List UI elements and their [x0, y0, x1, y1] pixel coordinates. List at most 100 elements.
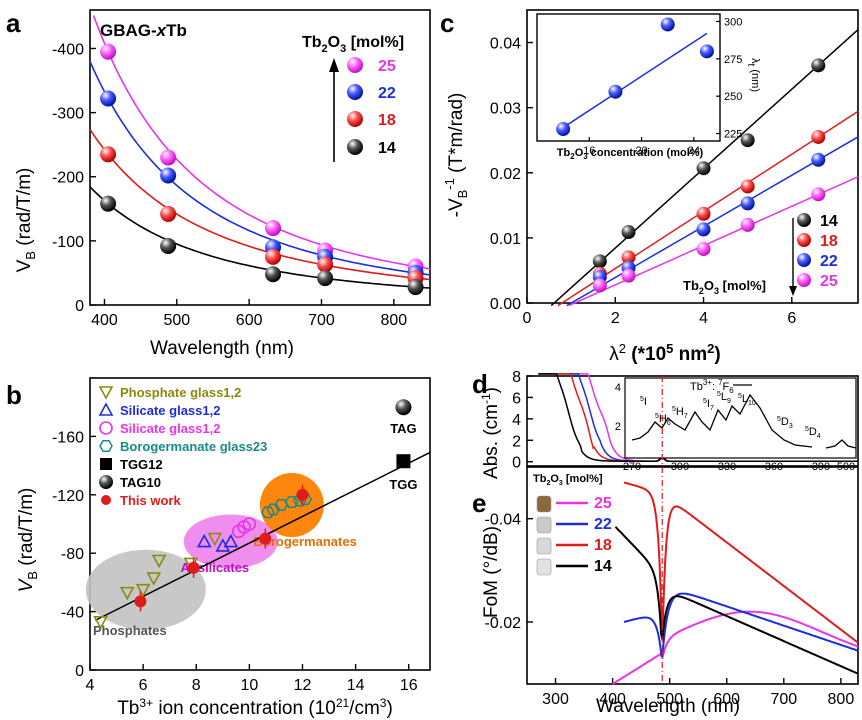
panel-b-ylabel: VB (rad/T/m)	[16, 488, 40, 593]
panel-a-point-18	[265, 248, 282, 265]
panel-d-inset-transition-label: 5I7	[703, 398, 714, 412]
panel-b-xtick-label: 14	[347, 677, 365, 694]
panel-c-ytick-label: 0.00	[490, 296, 521, 313]
panel-b-region-label: Borogermanates	[254, 534, 357, 549]
panel-e: e FoM (°/dB) Wavelength (nm) 300 400 500 60…	[472, 466, 859, 717]
panel-c-point-25	[592, 278, 607, 293]
panel-c-point-18	[621, 250, 636, 265]
panel-c-xtick-label: 6	[787, 310, 796, 327]
panel-a-fit-22	[89, 61, 431, 276]
panel-b-xtick-label: 16	[400, 677, 418, 694]
panel-e-legend-label-22: 22	[594, 516, 612, 533]
panel-e-ytick-label: -0.02	[485, 615, 522, 632]
panel-e-xlabel: Wavelength (nm)	[596, 696, 740, 717]
panel-e-legend-label-14: 14	[594, 558, 612, 575]
panel-a-ytick-label: -200	[52, 170, 84, 187]
panel-b-xtick-label: 4	[86, 677, 95, 694]
panel-a-point-25	[160, 149, 177, 166]
panel-b-point-this-work	[134, 595, 147, 608]
panel-d-ylabel: Abs. (cm-1)	[479, 387, 502, 479]
panel-e-ylabel: FoM (°/dB)	[481, 526, 502, 618]
panel-b-ytick-label: -40	[61, 605, 84, 622]
panel-c-point-22	[740, 196, 755, 211]
panel-b-region-borogermanates	[259, 473, 324, 538]
panel-b-point-phosphate	[135, 583, 151, 598]
panel-d-inset-transition-label: 5D3	[777, 416, 793, 430]
panel-a-xtick-label: 500	[163, 312, 190, 329]
panel-c-ytick-label: 0.03	[490, 101, 521, 118]
panel-e-letter: e	[472, 488, 486, 518]
panel-b-point-silicate-blue	[196, 533, 212, 548]
panel-c-inset-point	[556, 122, 571, 137]
panel-b-xtick-label: 10	[240, 677, 258, 694]
panel-c-point-25	[811, 187, 826, 202]
panel-a-fit-25	[92, 15, 431, 270]
panel-d-ytick-label: 2	[512, 433, 521, 450]
panel-c-frame	[526, 9, 859, 304]
panel-a-xlabel: Wavelength (nm)	[150, 338, 294, 359]
panel-c-fit-25	[568, 176, 859, 307]
panel-c-fit-22	[566, 136, 859, 307]
panel-a-xtick-label: 400	[91, 312, 118, 329]
panel-b-point-this-work	[259, 532, 272, 545]
panel-a-point-14	[265, 266, 282, 283]
panel-c-legend-title: Tb2O3 [mol%]	[683, 278, 766, 296]
panel-c-point-22	[696, 222, 711, 237]
panel-c-legend-marker-22	[797, 253, 811, 267]
panel-c-legend-marker-18	[797, 233, 811, 247]
panel-c-legend-label-14: 14	[820, 213, 838, 230]
panel-c-inset-xtick-label: 20	[635, 145, 647, 157]
panel-b-label-tgg: TGG	[389, 477, 417, 492]
panel-b-legend-label: Borogermanate glass23	[120, 439, 267, 454]
panel-b-legend-label: Silicate glass1,2	[120, 421, 220, 436]
panel-b-legend-label: TGG12	[120, 457, 163, 472]
panel-e-fom-14	[614, 526, 858, 675]
panel-c-point-25	[696, 241, 711, 256]
panel-a-point-18	[317, 256, 334, 273]
panel-a-xtick-label: 800	[380, 312, 407, 329]
panel-c-point-14	[811, 58, 826, 73]
panel-b-ytick-label: -80	[61, 546, 84, 563]
panel-e-legend-label-25: 25	[594, 495, 612, 512]
panel-a-title: GBAG-xTb	[100, 21, 187, 40]
panel-c-point-25	[621, 268, 636, 283]
panel-d-inset-transition-label: 5H7	[672, 406, 688, 420]
panel-b-xtick-label: 12	[294, 677, 312, 694]
panel-b-point-borogermanate	[274, 499, 289, 511]
panel-a-legend-label-25: 25	[378, 58, 396, 75]
panel-b-frame	[89, 377, 431, 671]
panel-c-inset-xlabel: Tb2O3 concentration (mol%)	[557, 147, 704, 161]
panel-e-xtick-label: 600	[713, 691, 740, 708]
panel-a-point-14	[100, 195, 117, 212]
panel-a-point-22	[160, 167, 177, 184]
panel-a-legend-label-22: 22	[378, 85, 396, 102]
panel-e-xtick-label: 700	[770, 691, 797, 708]
panel-b-ytick-label: 0	[75, 663, 84, 680]
panel-b-xtick-label: 6	[139, 677, 148, 694]
panel-d-inset-frame	[624, 377, 857, 459]
panel-c-ytick-label: 0.02	[490, 166, 521, 183]
panel-e-fom-25	[612, 610, 859, 685]
panel-c-xtick-label: 2	[611, 310, 620, 327]
panel-d-ytick-label: 6	[512, 390, 521, 407]
panel-b: b VB (rad/T/m) Tb3+ ion concentration (1…	[6, 377, 431, 719]
panel-c: c -VB-1 (T*m/rad) λ2 (*105 nm2) 0 2 4 60.00…	[440, 8, 859, 365]
panel-e-sample-photo	[536, 537, 552, 555]
panel-b-legend-marker	[98, 386, 114, 400]
panel-b-point-phosphate	[119, 586, 135, 601]
panel-b-legend-marker	[98, 402, 114, 416]
panel-b-point-phosphate	[146, 572, 162, 586]
panel-e-fom-22	[623, 592, 859, 658]
panel-d-spectrum-14	[538, 373, 858, 462]
panel-a-point-14	[317, 270, 334, 287]
panel-a-arrow-head	[329, 58, 339, 72]
panel-c-inset-ytick-label: 275	[724, 54, 742, 66]
panel-c-point-18	[696, 206, 711, 221]
panel-e-legend-label-18: 18	[594, 537, 612, 554]
panel-b-legend-label: This work	[120, 493, 181, 508]
panel-c-point-14	[740, 133, 755, 148]
panel-c-legend-marker-25	[797, 273, 811, 287]
panel-c-legend-arrow-head	[789, 286, 797, 296]
panel-c-inset-ytick-label: 225	[724, 129, 742, 141]
